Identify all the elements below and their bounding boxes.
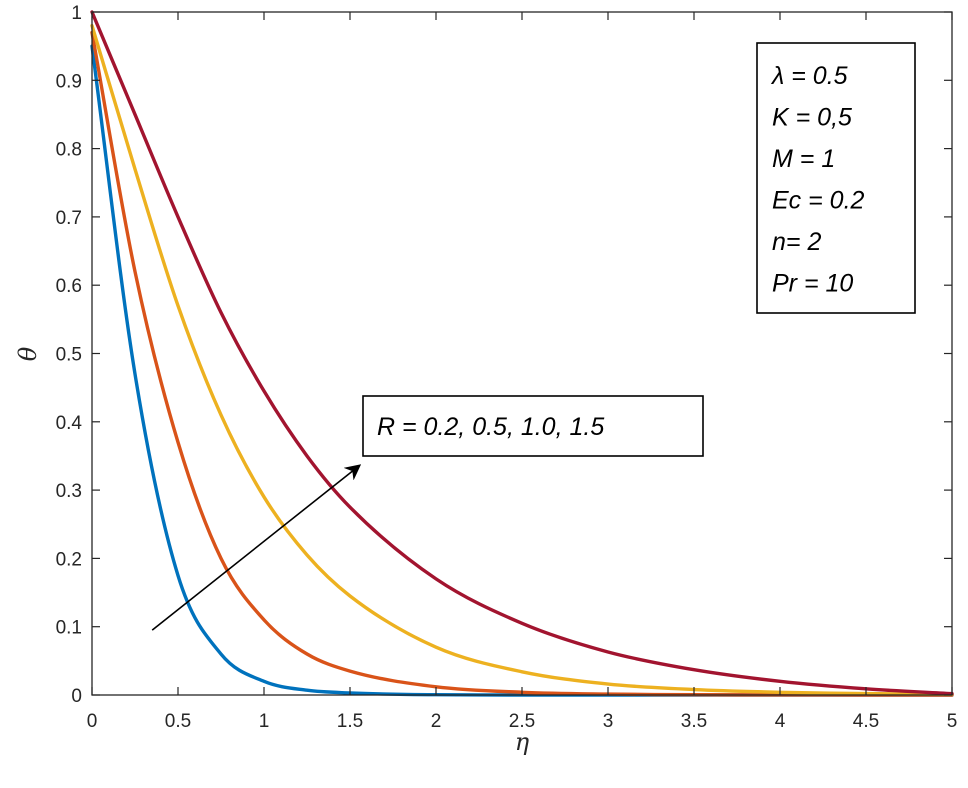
x-tick-label: 0.5 <box>165 711 191 732</box>
parameter-label: K = 0,5 <box>772 104 852 132</box>
arrow-label-text: R = 0.2, 0.5, 1.0, 1.5 <box>377 413 604 441</box>
y-tick-label: 0.9 <box>56 71 82 92</box>
x-tick-label: 2.5 <box>509 711 535 732</box>
increasing-r-arrow <box>151 464 362 631</box>
x-tick-label: 4.5 <box>853 711 879 732</box>
series-line-4 <box>90 10 954 696</box>
annotation-layer: λ = 0.5 K = 0,5 M = 1 Ec = 0.2 n= 2 Pr = 10 R … <box>151 42 916 631</box>
y-tick-label: 0.4 <box>56 413 83 434</box>
x-tick-label: 3 <box>603 711 614 732</box>
y-axis-label: θ <box>14 346 42 361</box>
y-tick-label: 0.3 <box>56 481 82 502</box>
x-tick-label: 1 <box>259 711 270 732</box>
parameter-box <box>756 42 916 314</box>
x-tick-label: 0 <box>87 711 98 732</box>
x-tick-label: 5 <box>947 711 958 732</box>
x-tick-label: 3.5 <box>681 711 707 732</box>
x-tick-label: 1.5 <box>337 711 363 732</box>
y-tick-label: 1 <box>71 3 82 24</box>
parameter-label: Ec = 0.2 <box>772 187 865 215</box>
series-line-3 <box>90 23 954 697</box>
y-tick-label: 0.5 <box>56 345 82 366</box>
y-tick-label: 0.7 <box>56 208 82 229</box>
arrow-label-box <box>362 395 704 457</box>
y-tick-label: 0.1 <box>56 618 82 639</box>
parameter-label: M = 1 <box>772 145 835 173</box>
y-tick-label: 0.2 <box>56 549 82 570</box>
y-tick-label: 0.6 <box>56 276 82 297</box>
parameter-label: Pr = 10 <box>772 270 853 298</box>
x-axis-label: η <box>515 728 530 756</box>
x-tick-label: 2 <box>431 711 442 732</box>
y-tick-label: 0.8 <box>56 140 82 161</box>
y-tick-label: 0 <box>71 686 82 707</box>
x-tick-label: 4 <box>775 711 786 732</box>
tick-layer: 0 0.5 1 1.5 2 2.5 3 3.5 4 4.5 5 0 0.1 0.2 0.3 0.4 0.5 0.6… <box>56 3 958 732</box>
parameter-label: n= 2 <box>772 228 821 256</box>
parameter-label: λ = 0.5 <box>770 62 848 90</box>
